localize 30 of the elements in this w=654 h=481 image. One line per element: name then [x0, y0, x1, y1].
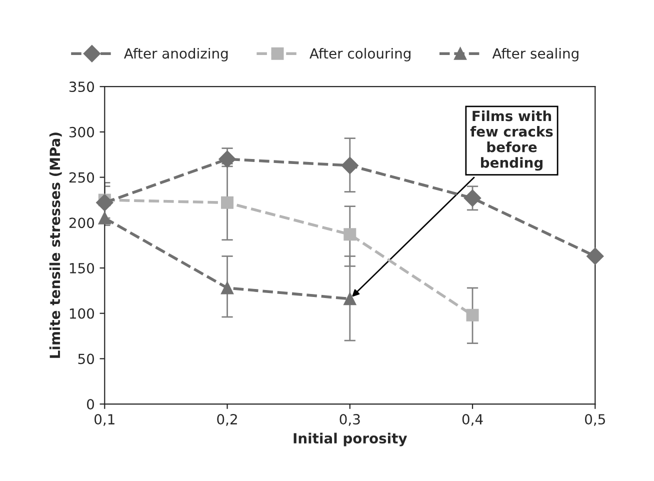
legend-label: After sealing: [492, 48, 578, 62]
point: [586, 248, 604, 265]
x-axis-title: Initial porosity: [294, 432, 408, 446]
x-tick-label: 0,4: [462, 414, 483, 426]
x-tick-label: 0,2: [217, 414, 237, 426]
point: [464, 190, 482, 207]
point: [341, 156, 358, 174]
point: [221, 282, 234, 294]
legend-label: After colouring: [310, 48, 410, 62]
point: [221, 196, 234, 209]
y-tick-label: 100: [70, 308, 94, 319]
point: [344, 228, 356, 241]
x-tick-label: 0,1: [94, 414, 114, 426]
point: [218, 150, 236, 168]
x-tick-label: 0,5: [585, 414, 605, 426]
point: [96, 194, 114, 212]
y-tick-label: 350: [69, 82, 94, 92]
y-tick-label: 250: [69, 172, 94, 183]
point: [344, 292, 356, 306]
annotation: Films with few cracks before bending: [470, 110, 553, 171]
x-tick-label: 0,3: [340, 414, 360, 426]
y-tick-label: 300: [69, 126, 94, 138]
point: [466, 308, 479, 322]
y-tick-label: 200: [69, 218, 94, 228]
legend-label: After anodizing: [124, 48, 228, 62]
y-tick-label: 0: [86, 399, 94, 410]
point: [98, 212, 111, 224]
y-tick-label: 150: [70, 262, 94, 274]
y-axis-title: Limite tensile stresses (MPa): [49, 132, 62, 358]
y-tick-label: 50: [78, 354, 94, 364]
